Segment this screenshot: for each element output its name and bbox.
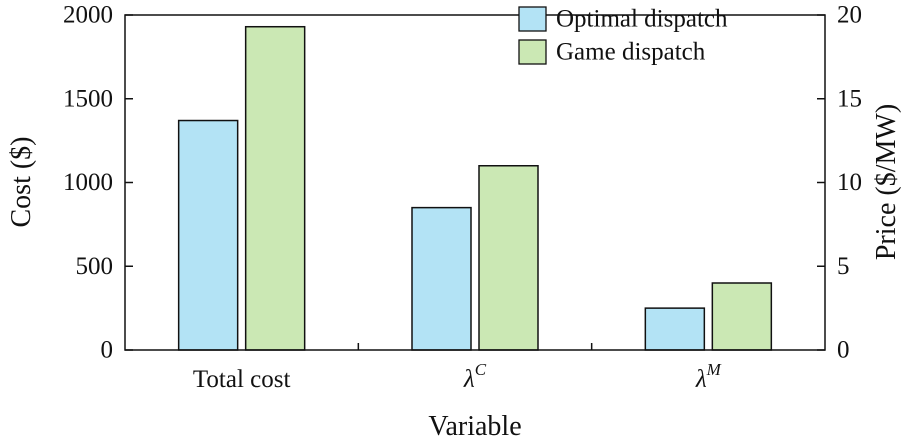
right-tick-label: 15 [837, 85, 862, 112]
right-tick-label: 0 [837, 337, 850, 364]
left-axis-title: Cost ($) [6, 137, 37, 228]
right-tick-label: 10 [837, 169, 862, 196]
x-tick-label: λC [463, 360, 487, 393]
ticks-layer: 0 500 1000 1500 2000 0 5 10 15 20 Total cost λC λM [63, 2, 862, 394]
bar-game-2 [711, 282, 773, 351]
legend: Optimal dispatch Game dispatch [518, 6, 728, 66]
legend-swatch-optimal [518, 6, 547, 32]
bar-game-1 [478, 165, 539, 351]
x-axis-title: Variable [428, 411, 521, 442]
right-axis-title: Price ($/MW) [871, 104, 902, 260]
bar-game-0 [244, 25, 306, 351]
bars-layer [177, 25, 773, 351]
right-tick-label: 20 [837, 2, 862, 29]
right-tick-label: 5 [837, 253, 850, 280]
left-tick-label: 1500 [63, 85, 113, 112]
bar-optimal-1 [411, 206, 472, 351]
left-tick-label: 2000 [63, 2, 113, 29]
bar-optimal-2 [644, 307, 706, 351]
legend-label-optimal: Optimal dispatch [556, 6, 728, 33]
left-tick-label: 500 [76, 253, 114, 280]
x-tick-label: λM [695, 360, 722, 393]
left-tick-label: 0 [101, 337, 114, 364]
bar-optimal-0 [177, 119, 239, 351]
x-tick-label: Total cost [193, 366, 291, 393]
left-tick-label: 1000 [63, 169, 113, 196]
legend-label-game: Game dispatch [556, 39, 706, 66]
legend-swatch-game [518, 39, 547, 65]
